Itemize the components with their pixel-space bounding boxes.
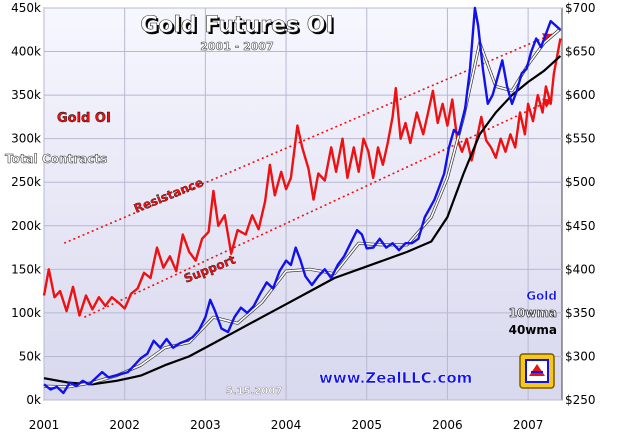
left-tick-label: 150k: [11, 262, 41, 276]
right-tick-label: $650: [565, 45, 596, 59]
x-tick-label: 2007: [513, 418, 544, 432]
grid: [43, 7, 562, 401]
right-tick-label: $350: [565, 306, 596, 320]
right-tick-label: $250: [565, 393, 596, 407]
right-tick-label: $600: [565, 88, 596, 102]
plot-background: [43, 7, 563, 401]
gold-oi-label: Gold OI: [57, 111, 111, 126]
gold-legend: Gold: [526, 289, 557, 303]
left-tick-label: 100k: [11, 306, 41, 320]
wma40-legend: 40wma: [509, 323, 557, 337]
left-tick-label: 0k: [26, 393, 41, 407]
zeal-logo: [519, 353, 555, 389]
series-40wma: [43, 55, 562, 386]
date-label: 5.15.2007: [226, 386, 282, 397]
left-tick-label: 450k: [11, 1, 41, 15]
left-tick-label: 400k: [11, 45, 41, 59]
left-tick-label: 300k: [11, 132, 41, 146]
total-contracts-label: Total Contracts: [5, 152, 107, 166]
right-tick-label: $400: [565, 262, 596, 276]
right-tick-label: $700: [565, 1, 596, 15]
series-gold-oi: [42, 38, 562, 317]
resistance-line: [63, 33, 553, 244]
x-tick-label: 2001: [29, 418, 60, 432]
left-tick-label: 200k: [11, 219, 41, 233]
chart-title: Gold Futures OI: [140, 13, 333, 38]
left-tick-label: 250k: [11, 175, 41, 189]
chart-title-shadow: Gold Futures OI: [142, 15, 335, 40]
series-lines: [42, 6, 562, 395]
x-tick-label: 2003: [190, 418, 221, 432]
right-tick-label: $300: [565, 349, 596, 363]
right-tick-label: $550: [565, 132, 596, 146]
axes: 0k 50k 100k 150k 200k 250k 300k 350k 400k 450k $25…: [11, 1, 595, 432]
right-tick-label: $450: [565, 219, 596, 233]
chart-subtitle: 2001 - 2007: [200, 40, 273, 53]
website-label: www.ZealLLC.com: [319, 369, 472, 387]
left-tick-label: 350k: [11, 88, 41, 102]
x-tick-label: 2006: [432, 418, 463, 432]
x-tick-label: 2002: [109, 418, 140, 432]
wma10-legend: 10wma: [509, 306, 557, 320]
x-tick-label: 2005: [351, 418, 382, 432]
x-tick-label: 2004: [271, 418, 302, 432]
support-line: [84, 98, 553, 318]
left-tick-label: 50k: [19, 349, 41, 363]
series-gold: [43, 6, 562, 395]
right-tick-label: $500: [565, 175, 596, 189]
